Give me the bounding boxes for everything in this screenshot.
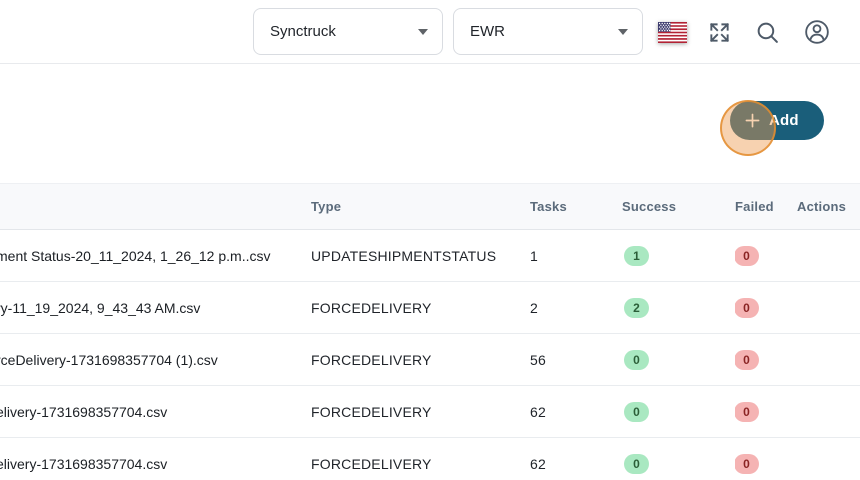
org-select[interactable]: Synctruck: [253, 8, 443, 55]
file-name: ment Status-20_11_2024, 1_26_12 p.m..csv: [0, 247, 271, 264]
success-badge: 2: [624, 297, 649, 318]
failed-badge: 0: [735, 349, 759, 370]
add-button-label: Add: [769, 112, 799, 129]
fullscreen-button[interactable]: [707, 20, 732, 45]
tasks-count: 62: [530, 455, 546, 472]
topbar: Synctruck EWR: [0, 0, 860, 64]
success-badge: 0: [624, 453, 649, 474]
success-badge: 0: [624, 349, 649, 370]
upload-type: FORCEDELIVERY: [311, 403, 432, 420]
failed-badge: 0: [735, 453, 759, 474]
uploads-table: Type Tasks Success Failed Actions ment S…: [0, 183, 860, 480]
table-row: elivery-1731698357704.csv FORCEDELIVERY …: [0, 438, 860, 480]
header-actions: Actions: [797, 199, 847, 214]
tasks-count: 56: [530, 351, 546, 368]
file-name: ry-11_19_2024, 9_43_43 AM.csv: [0, 299, 201, 316]
tasks-count: 62: [530, 403, 546, 420]
table-row: ry-11_19_2024, 9_43_43 AM.csv FORCEDELIV…: [0, 282, 860, 334]
header-failed: Failed: [735, 199, 774, 214]
chevron-down-icon: [618, 28, 628, 35]
file-name: elivery-1731698357704.csv: [0, 403, 168, 420]
account-button[interactable]: [803, 18, 831, 46]
us-flag-icon: [657, 21, 687, 43]
table-row: rceDelivery-1731698357704 (1).csv FORCED…: [0, 334, 860, 386]
upload-type: UPDATESHIPMENTSTATUS: [311, 247, 497, 264]
table-row: ment Status-20_11_2024, 1_26_12 p.m..csv…: [0, 230, 860, 282]
search-button[interactable]: [754, 19, 781, 46]
success-badge: 0: [624, 401, 649, 422]
header-tasks: Tasks: [530, 199, 567, 214]
failed-badge: 0: [735, 401, 759, 422]
tasks-count: 2: [530, 299, 538, 316]
failed-badge: 0: [735, 297, 759, 318]
org-select-value: Synctruck: [270, 23, 336, 40]
header-type: Type: [311, 199, 342, 214]
upload-type: FORCEDELIVERY: [311, 455, 432, 472]
language-flag-button[interactable]: [656, 20, 688, 44]
success-badge: 1: [624, 245, 649, 266]
fullscreen-icon: [709, 22, 730, 43]
location-select-value: EWR: [470, 23, 505, 40]
file-name: elivery-1731698357704.csv: [0, 455, 168, 472]
file-name: rceDelivery-1731698357704 (1).csv: [0, 351, 218, 368]
upload-type: FORCEDELIVERY: [311, 299, 432, 316]
header-success: Success: [622, 199, 677, 214]
search-icon: [757, 22, 778, 43]
upload-type: FORCEDELIVERY: [311, 351, 432, 368]
tasks-count: 1: [530, 247, 538, 264]
chevron-down-icon: [418, 28, 428, 35]
location-select[interactable]: EWR: [453, 8, 643, 55]
failed-badge: 0: [735, 245, 759, 266]
account-icon: [805, 20, 829, 44]
table-row: elivery-1731698357704.csv FORCEDELIVERY …: [0, 386, 860, 438]
plus-icon: [745, 113, 760, 128]
table-header-row: Type Tasks Success Failed Actions: [0, 183, 860, 230]
add-button[interactable]: Add: [730, 101, 824, 140]
